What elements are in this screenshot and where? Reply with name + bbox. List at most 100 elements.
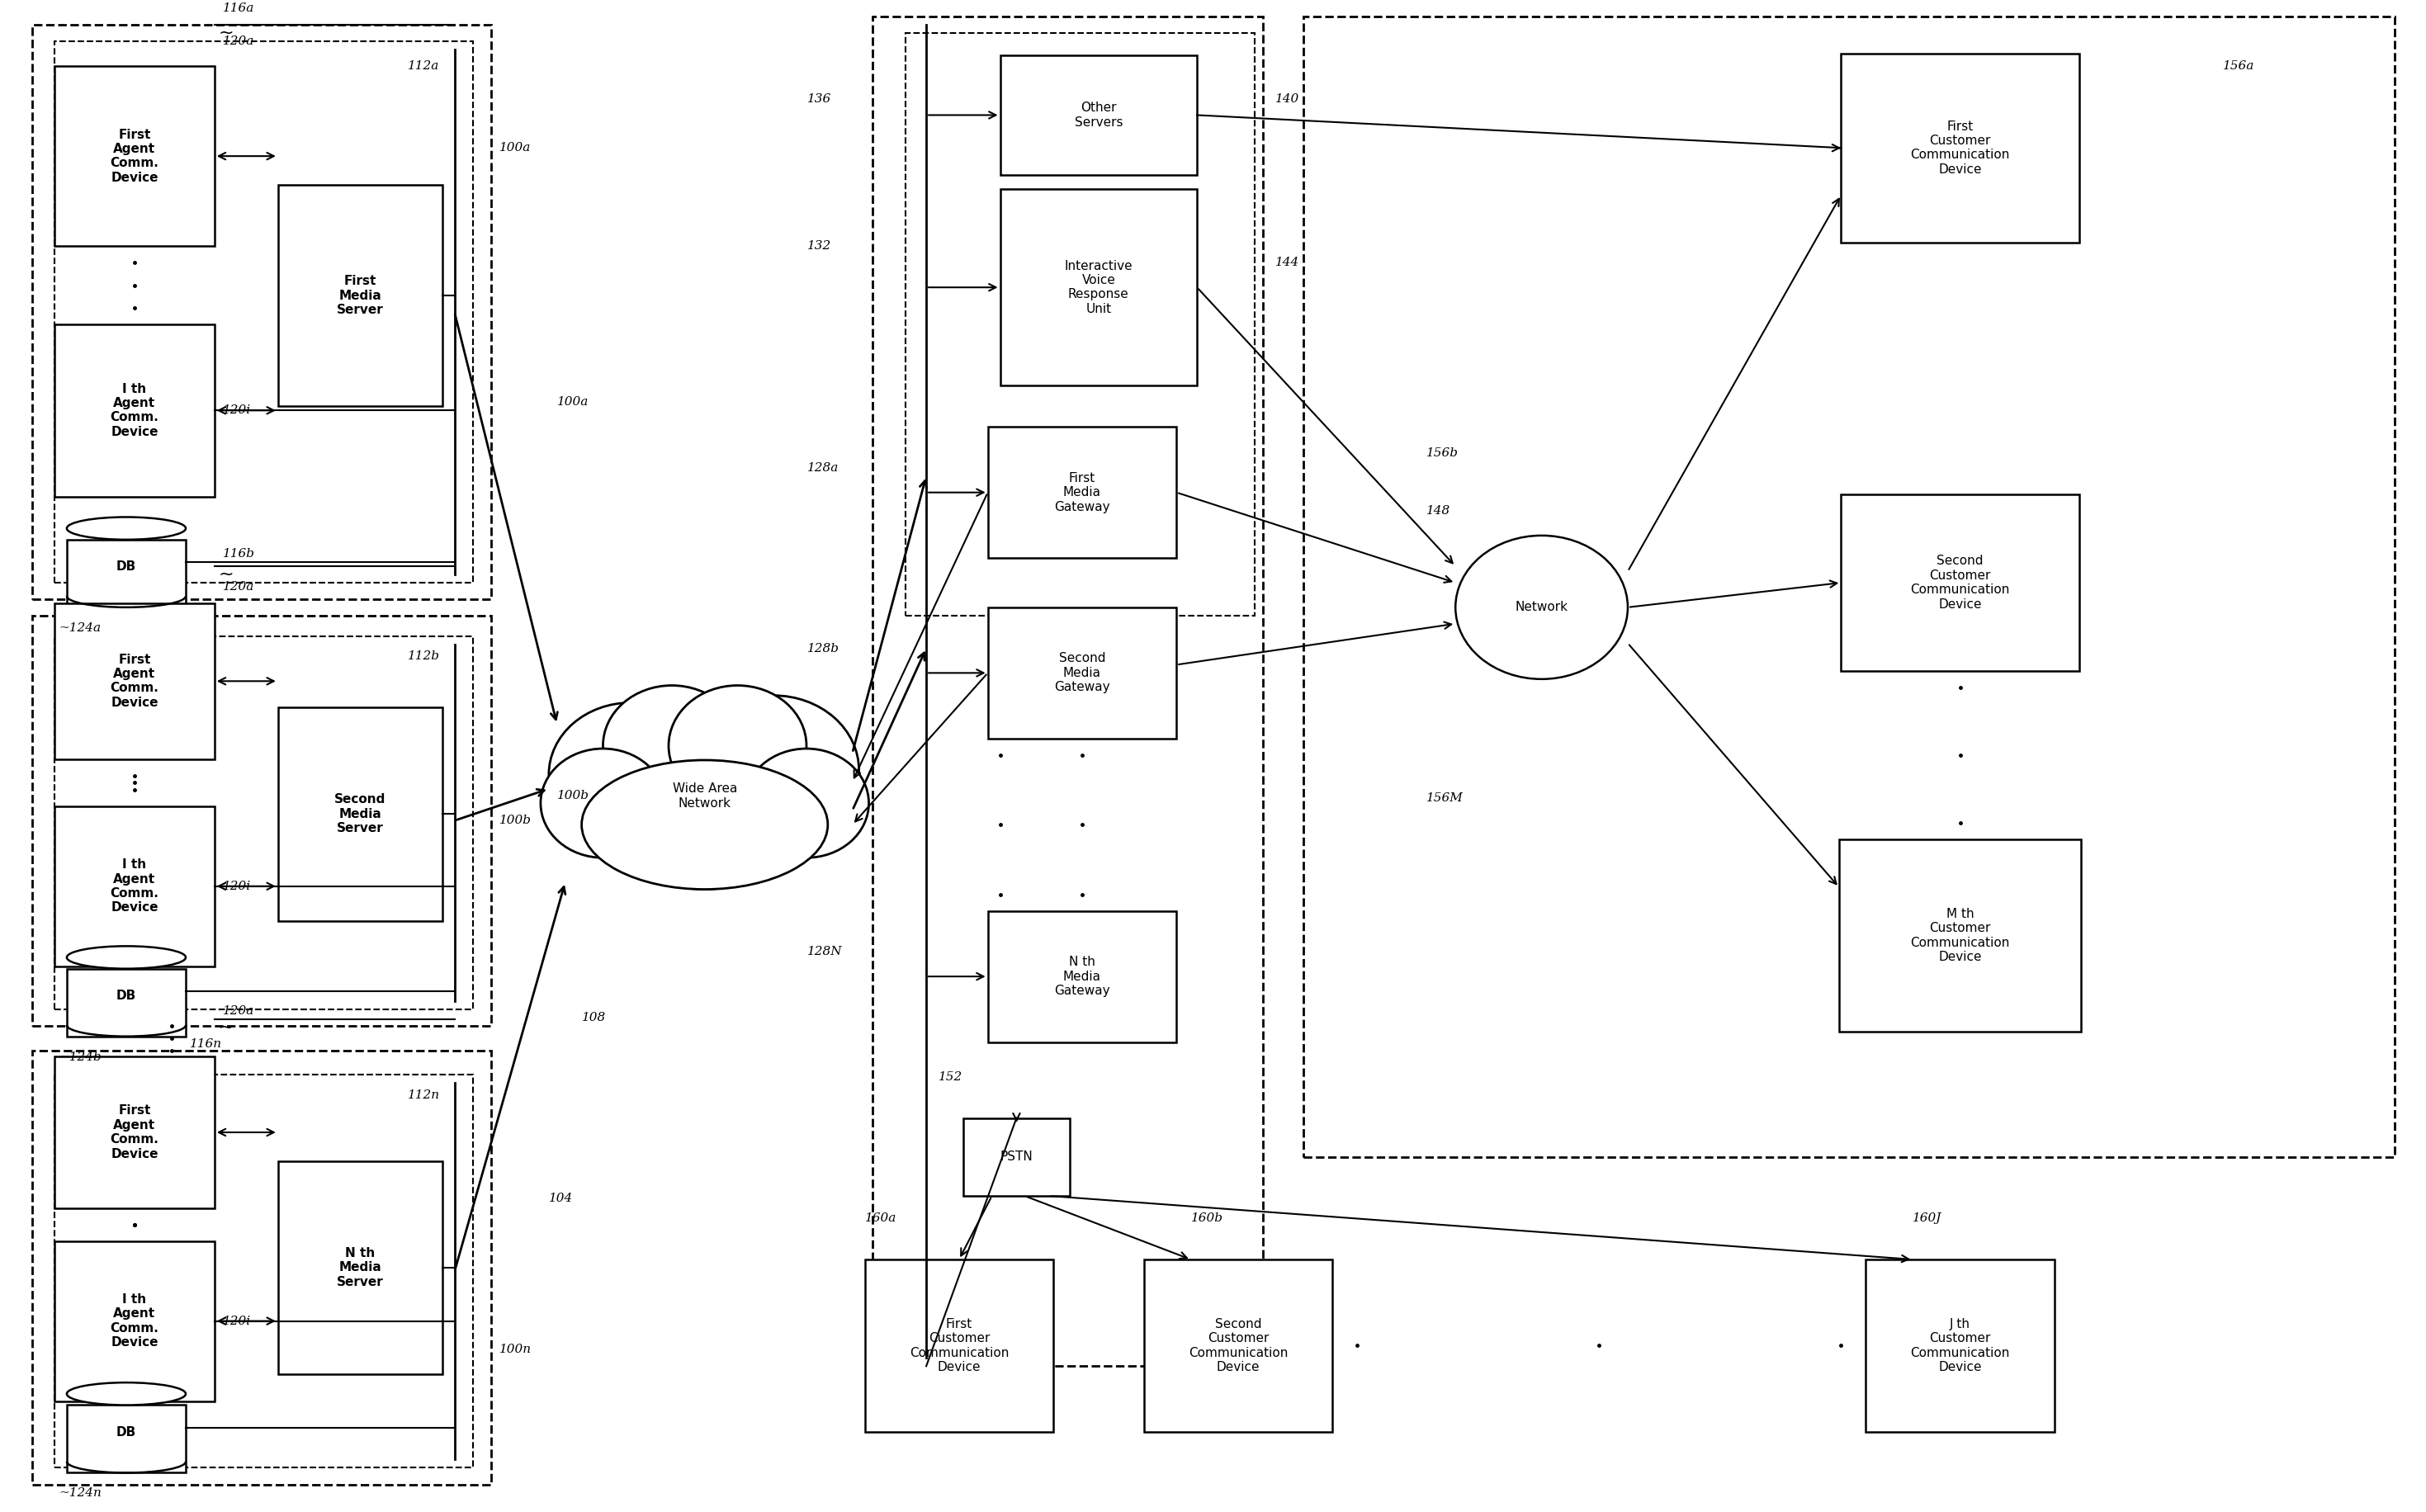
- Text: First
Agent
Comm.
Device: First Agent Comm. Device: [109, 129, 158, 184]
- Text: 104: 104: [548, 1191, 573, 1204]
- Bar: [53, 324, 213, 496]
- Text: DB: DB: [116, 561, 136, 573]
- Text: DB: DB: [116, 989, 136, 1002]
- Bar: [864, 1259, 1053, 1432]
- Bar: [1866, 1259, 2055, 1432]
- Bar: [987, 910, 1177, 1042]
- Bar: [56, 41, 473, 582]
- Text: 156M: 156M: [1426, 792, 1463, 804]
- Bar: [1841, 53, 2079, 242]
- Bar: [279, 1161, 442, 1374]
- Text: Second
Media
Gateway: Second Media Gateway: [1055, 652, 1111, 694]
- Text: First
Media
Gateway: First Media Gateway: [1055, 472, 1111, 513]
- Bar: [987, 608, 1177, 738]
- Text: 100b: 100b: [500, 815, 531, 827]
- Bar: [68, 969, 187, 1036]
- Text: Second
Media
Server: Second Media Server: [335, 794, 386, 835]
- Text: 120i: 120i: [223, 405, 250, 416]
- Text: 128a: 128a: [808, 463, 839, 473]
- Bar: [68, 540, 187, 608]
- Text: ~: ~: [218, 1019, 233, 1036]
- Text: I th
Agent
Comm.
Device: I th Agent Comm. Device: [109, 1293, 158, 1349]
- Text: First
Media
Server: First Media Server: [337, 275, 383, 316]
- Text: ~124a: ~124a: [58, 621, 102, 634]
- Text: J th
Customer
Communication
Device: J th Customer Communication Device: [1909, 1318, 2009, 1373]
- Ellipse shape: [689, 696, 859, 845]
- Text: First
Agent
Comm.
Device: First Agent Comm. Device: [109, 1105, 158, 1160]
- Bar: [32, 1051, 492, 1485]
- Text: 120i: 120i: [223, 880, 250, 892]
- Text: 100b: 100b: [558, 791, 590, 801]
- Bar: [905, 33, 1254, 615]
- Text: Second
Customer
Communication
Device: Second Customer Communication Device: [1189, 1318, 1288, 1373]
- Ellipse shape: [599, 703, 810, 889]
- Ellipse shape: [745, 748, 869, 857]
- Text: 100a: 100a: [558, 396, 590, 408]
- Bar: [32, 615, 492, 1025]
- Text: ~: ~: [218, 565, 233, 582]
- Text: Network: Network: [1516, 602, 1567, 614]
- Bar: [53, 67, 213, 246]
- Text: 152: 152: [939, 1070, 963, 1083]
- Text: First
Agent
Comm.
Device: First Agent Comm. Device: [109, 653, 158, 709]
- Bar: [279, 708, 442, 921]
- Bar: [68, 1405, 187, 1473]
- Text: 116b: 116b: [223, 549, 255, 559]
- Text: 116n: 116n: [189, 1039, 223, 1049]
- Text: 128b: 128b: [808, 643, 839, 655]
- Text: 100a: 100a: [500, 142, 531, 154]
- Text: 108: 108: [582, 1012, 606, 1024]
- Text: ~124n: ~124n: [58, 1488, 102, 1498]
- Text: 100n: 100n: [500, 1344, 531, 1356]
- Text: 112n: 112n: [408, 1090, 439, 1101]
- Bar: [873, 17, 1262, 1367]
- Ellipse shape: [548, 703, 713, 847]
- Text: 112b: 112b: [408, 650, 439, 662]
- Text: ~: ~: [218, 24, 233, 41]
- Bar: [1000, 56, 1196, 174]
- Text: 140: 140: [1276, 92, 1298, 104]
- Ellipse shape: [604, 685, 740, 806]
- Text: 116a: 116a: [223, 3, 255, 14]
- Text: ~124b: ~124b: [58, 1051, 102, 1063]
- Text: M th
Customer
Communication
Device: M th Customer Communication Device: [1909, 907, 2009, 963]
- Text: First
Customer
Communication
Device: First Customer Communication Device: [1909, 119, 2009, 175]
- Bar: [56, 1075, 473, 1467]
- Text: Interactive
Voice
Response
Unit: Interactive Voice Response Unit: [1065, 260, 1133, 314]
- Ellipse shape: [68, 517, 187, 540]
- Bar: [1841, 494, 2079, 671]
- Text: 120a: 120a: [223, 581, 255, 593]
- Text: 160b: 160b: [1191, 1213, 1223, 1225]
- Text: DB: DB: [116, 1426, 136, 1438]
- Bar: [32, 24, 492, 599]
- Text: N th
Media
Gateway: N th Media Gateway: [1055, 956, 1111, 996]
- Text: N th
Media
Server: N th Media Server: [337, 1247, 383, 1288]
- Ellipse shape: [1456, 535, 1628, 679]
- Bar: [963, 1117, 1070, 1196]
- Text: First
Customer
Communication
Device: First Customer Communication Device: [910, 1318, 1009, 1373]
- Text: 136: 136: [808, 92, 832, 104]
- Bar: [1143, 1259, 1332, 1432]
- Text: 160a: 160a: [864, 1213, 895, 1225]
- Text: PSTN: PSTN: [1000, 1151, 1033, 1163]
- Text: I th
Agent
Comm.
Device: I th Agent Comm. Device: [109, 383, 158, 438]
- Text: Other
Servers: Other Servers: [1075, 101, 1123, 129]
- Bar: [53, 806, 213, 966]
- Text: Wide Area
Network: Wide Area Network: [672, 783, 738, 809]
- Bar: [1839, 839, 2082, 1031]
- Bar: [53, 1057, 213, 1208]
- Text: 120a: 120a: [223, 1005, 255, 1018]
- Ellipse shape: [670, 685, 805, 806]
- Bar: [53, 1241, 213, 1402]
- Ellipse shape: [68, 947, 187, 969]
- Bar: [53, 603, 213, 759]
- Text: 120a: 120a: [223, 35, 255, 47]
- Text: 112a: 112a: [408, 60, 439, 71]
- Text: 156b: 156b: [1426, 448, 1458, 460]
- Ellipse shape: [541, 748, 665, 857]
- Text: 120i: 120i: [223, 1315, 250, 1328]
- Text: 160J: 160J: [1912, 1213, 1943, 1225]
- Bar: [279, 184, 442, 407]
- Text: Second
Customer
Communication
Device: Second Customer Communication Device: [1909, 555, 2009, 611]
- Bar: [987, 426, 1177, 558]
